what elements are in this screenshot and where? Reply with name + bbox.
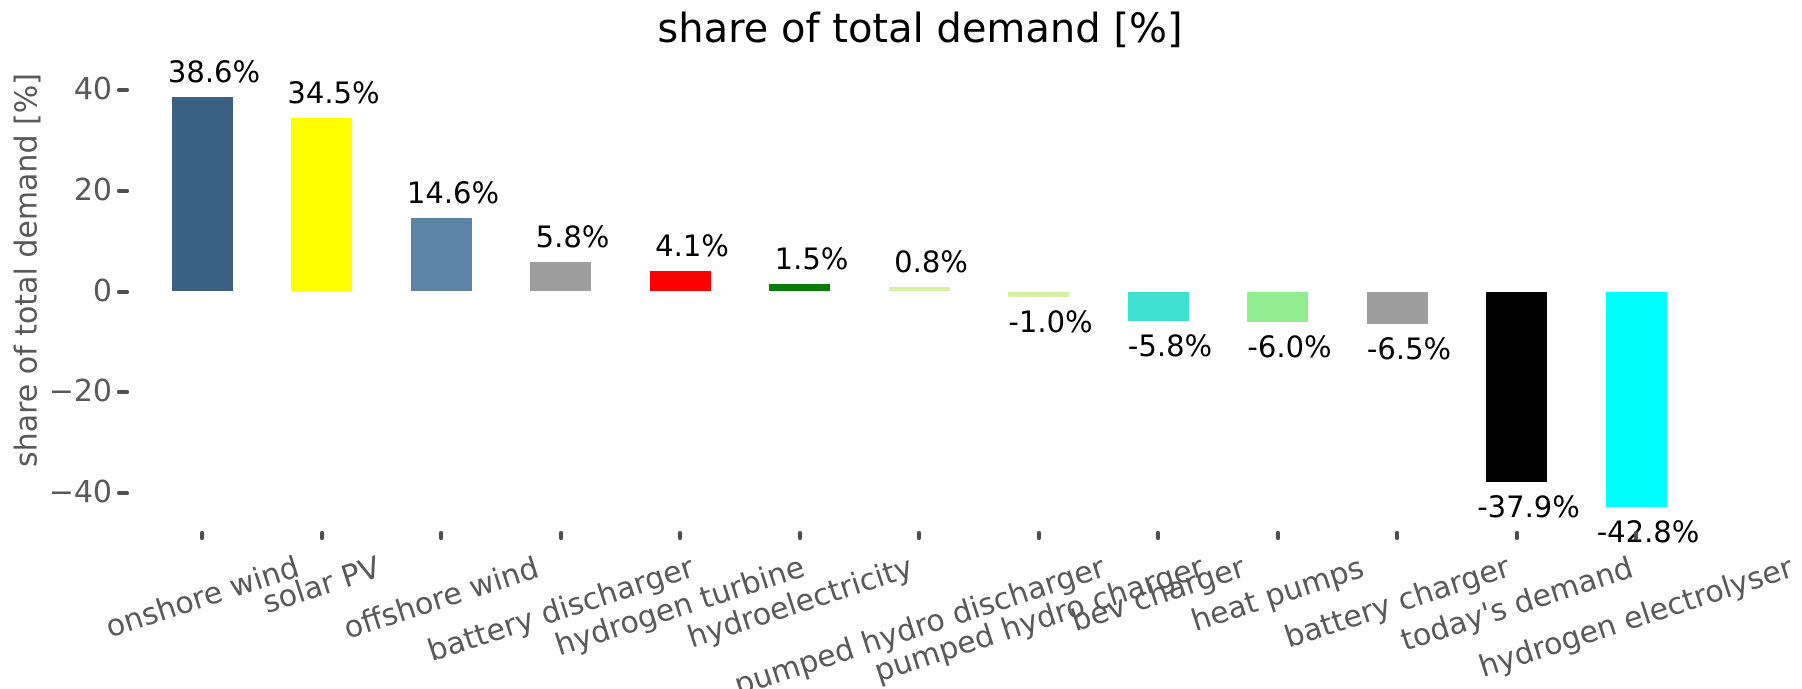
x-tick-mark [1036,531,1041,540]
bar-value-label-hydrogen-electrolyser: -42.8% [1596,514,1700,549]
bar-value-label-battery-discharger: 5.8% [535,220,610,255]
bar-value-label-battery-charger: -6.5% [1366,332,1452,367]
bar-value-label-bev-charger: -5.8% [1127,328,1213,363]
bar-heat-pumps [1247,291,1308,322]
bar-hydroelectricity [769,283,830,292]
y-tick-label-40: 40 [73,72,112,108]
x-tick-mark [1395,531,1399,540]
x-tick-mark [439,531,443,540]
bar-offshore-wind [410,218,472,292]
bar-battery-discharger [530,262,591,292]
y-tick-label-0: 0 [92,273,112,309]
x-tick-mark [678,531,682,540]
bar-value-label-heat-pumps: -6.0% [1247,329,1332,364]
bar-pumped-hydro-discharger [888,287,950,292]
bar-today-s-demand [1486,291,1547,483]
y-tick-mark [117,88,129,93]
y-tick-label-neg20: −20 [48,374,112,410]
y-tick-mark [117,289,129,294]
x-tick-mark [558,531,563,540]
x-tick-mark [1634,531,1638,540]
bar-value-label-solar-pv: 34.5% [287,75,380,110]
x-tick-mark [319,531,324,540]
bar-value-label-today-s-demand: -37.9% [1477,490,1580,525]
bar-solar-pv [291,117,352,292]
bar-onshore-wind [171,97,233,292]
x-tick-mark [1156,531,1160,540]
bar-value-label-pumped-hydro-charger: -1.0% [1008,304,1093,339]
y-tick-mark [117,188,129,193]
chart-title: share of total demand [%] [657,6,1183,52]
y-tick-label-neg40: −40 [48,474,112,510]
bar-value-label-hydroelectricity: 1.5% [774,241,849,276]
bar-bev-charger [1127,291,1189,321]
bar-value-label-onshore-wind: 38.6% [167,55,261,90]
x-tick-mark [1275,531,1280,540]
bar-battery-charger [1366,291,1428,325]
y-tick-mark [117,490,129,495]
x-tick-mark [917,531,921,540]
bar-value-label-hydrogen-turbine: 4.1% [655,228,729,263]
y-tick-label-20: 20 [73,172,112,208]
bar-hydrogen-turbine [649,270,711,292]
bar-value-label-offshore-wind: 14.6% [406,176,500,211]
x-tick-mark [797,531,802,540]
x-tick-mark [200,531,204,540]
bar-pumped-hydro-charger [1008,291,1069,297]
x-tick-mark [1514,531,1519,540]
y-tick-mark [117,390,129,395]
bar-value-label-pumped-hydro-discharger: 0.8% [894,245,968,280]
bar-hydrogen-electrolyser [1605,291,1667,507]
